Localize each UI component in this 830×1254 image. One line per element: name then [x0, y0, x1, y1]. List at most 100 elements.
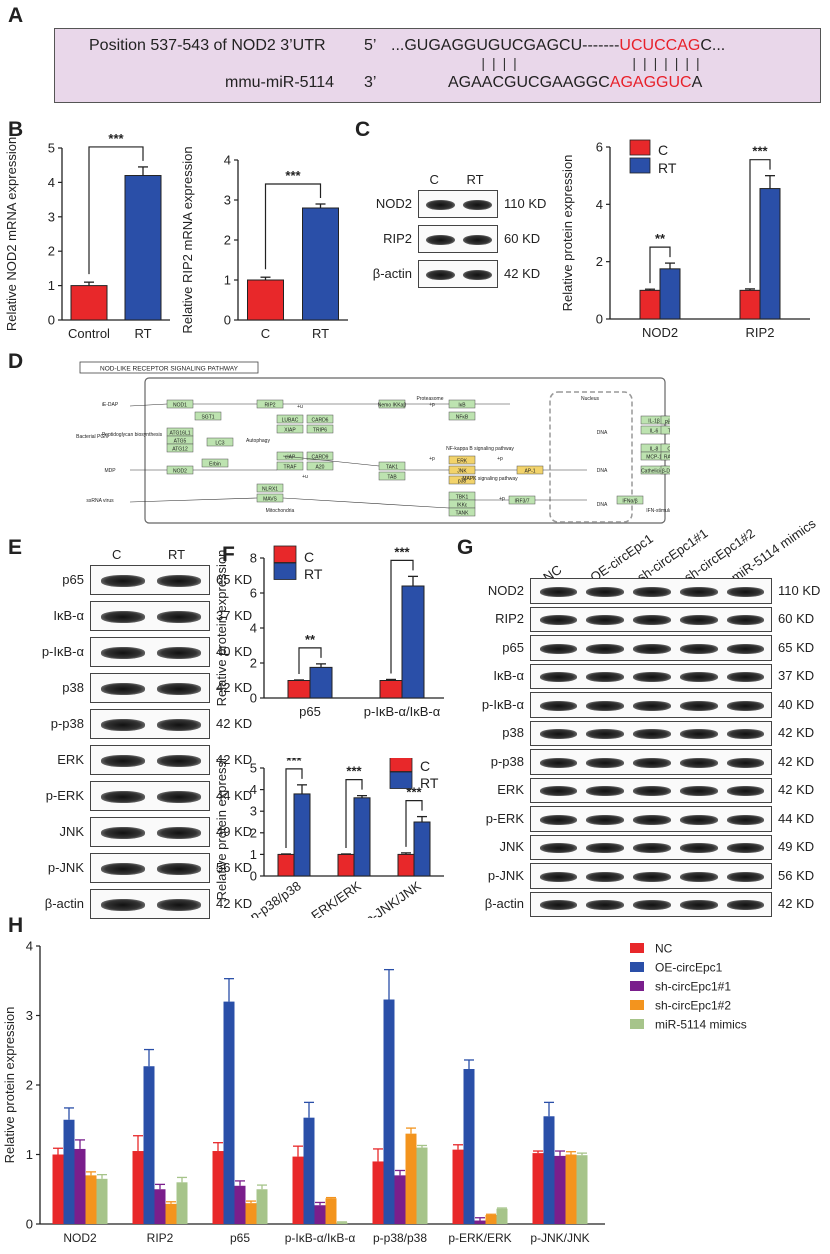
protein-band	[156, 899, 202, 911]
pathway-edge	[282, 455, 380, 467]
blot-row-label: p38	[62, 680, 84, 695]
panel-label-f: F	[222, 543, 235, 566]
blot-strip	[530, 834, 772, 860]
y-tick-label: 3	[250, 804, 257, 819]
molecular-weight-label: 42 KD	[216, 716, 253, 731]
pathway-node	[448, 507, 476, 517]
protein-band	[586, 729, 624, 740]
x-tick-label: p-IκB-α/IκB-α	[285, 1231, 356, 1245]
molecular-weight-label: 60 KD	[504, 231, 541, 246]
blot-row-label: p-ERK	[45, 788, 84, 803]
chart-h-protein-groups: 0 1 2 3 4 Relative protein expression NOD2 RIP2…	[2, 939, 747, 1246]
molecular-weight-label: 40 KD	[778, 696, 815, 712]
protein-band	[539, 729, 578, 740]
blot-strip	[90, 889, 210, 919]
bar	[485, 1214, 497, 1224]
pathway-node	[306, 414, 334, 424]
protein-band	[726, 900, 765, 911]
pathway-node	[276, 414, 304, 424]
pathway-node-label: ATG5	[174, 439, 187, 445]
pathway-node	[448, 455, 476, 465]
pathway-text: +u	[297, 404, 303, 410]
pairing-bars-left: ||||	[479, 57, 522, 73]
legend-swatch	[629, 157, 651, 174]
pathway-node-label: A20	[316, 465, 325, 471]
molecular-weight-label: 42 KD	[216, 680, 253, 695]
x-tick-label: p-p38/p38	[247, 878, 304, 918]
pathway-node-label: RIP2	[264, 403, 275, 409]
protein-band	[633, 814, 671, 825]
molecular-weight-label: 37 KD	[216, 608, 253, 623]
molecular-weight-label: 110 KD	[778, 582, 821, 598]
y-tick-label: 1	[48, 278, 55, 293]
pathway-node-label: NOD2	[173, 469, 187, 475]
pathway-node	[660, 465, 670, 475]
y-tick-label: 2	[26, 1078, 33, 1093]
protein-band	[586, 900, 624, 911]
pathway-node-label: JNK	[457, 469, 467, 475]
blot-row-label: JNK	[499, 839, 524, 855]
bar	[394, 1175, 406, 1224]
legend-swatch	[389, 758, 413, 772]
pathway-node-label: IRF3/7	[514, 499, 529, 505]
pathway-title: NOD-LIKE RECEPTOR SIGNALING PATHWAY	[100, 366, 239, 373]
molecular-weight-label: 42 KD	[778, 896, 815, 912]
pathway-title-box	[79, 361, 259, 374]
blot-strip	[530, 635, 772, 661]
bar	[132, 1151, 144, 1224]
y-axis-label: Relative RIP2 mRNA expression	[180, 146, 195, 333]
pathway-text: ssRNA virus	[86, 498, 114, 504]
pathway-node-label: Cathelicidin	[641, 469, 667, 475]
molecular-weight-label: 49 KD	[216, 824, 253, 839]
pathway-node-label: Nemo IKKaβ	[378, 403, 407, 409]
pathway-text: +p	[429, 402, 435, 408]
legend-label: NC	[655, 942, 673, 956]
bar	[336, 1222, 348, 1224]
protein-band	[539, 814, 578, 825]
blot-strip	[530, 891, 772, 917]
pathway-node-label: β-Defensin	[662, 469, 670, 475]
protein-band	[680, 786, 718, 797]
y-axis-label: Relative protein expression	[214, 550, 229, 707]
molecular-weight-label: 40 KD	[216, 644, 253, 659]
protein-band	[100, 611, 146, 623]
protein-band	[680, 843, 718, 854]
protein-band	[100, 863, 146, 875]
protein-band	[156, 575, 202, 587]
molecular-weight-label: 37 KD	[778, 668, 815, 684]
blot-strip	[418, 225, 498, 253]
pathway-node-label: ERK	[457, 459, 468, 465]
y-tick-label: 0	[224, 313, 231, 328]
bar	[405, 1133, 417, 1224]
protein-band	[539, 700, 578, 711]
y-tick-label: 5	[48, 141, 55, 156]
y-tick-label: 1	[224, 273, 231, 288]
panel-label-e: E	[8, 536, 23, 559]
bar	[247, 279, 284, 321]
legend-swatch	[630, 981, 644, 991]
pathway-text: +u	[302, 474, 308, 480]
protein-band	[156, 791, 202, 803]
bar	[309, 666, 333, 699]
bar	[212, 1151, 224, 1224]
bar	[293, 793, 311, 877]
pathway-node-label: p38	[458, 479, 467, 485]
bar	[74, 1148, 86, 1224]
bar	[302, 207, 339, 321]
protein-band	[586, 615, 624, 626]
pathway-text: MAPK signaling pathway	[462, 476, 518, 482]
y-tick-label: 2	[596, 254, 603, 269]
chart-b-rip2-mrna: 0 1 2 3 4 Relative RIP2 mRNA expression C RT ***	[180, 146, 348, 341]
pathway-text: Peptidoglycan biosynthesis	[102, 432, 163, 438]
legend-label: miR-5114 mimics	[655, 1018, 747, 1032]
sequence-alignment-box: Position 537-543 of NOD2 3’UTR 5’ ...GUG…	[54, 28, 821, 103]
protein-band	[156, 863, 202, 875]
pathway-text: NF-kappa B signaling pathway	[446, 446, 514, 452]
pathway-node-label: NOD1	[173, 403, 187, 409]
significance-bracket	[405, 799, 423, 847]
blot-row-label: ERK	[57, 752, 84, 767]
legend-swatch	[629, 139, 651, 156]
pathway-node-label: MAVS	[263, 497, 277, 503]
blot-row-label: p-p38	[50, 716, 84, 731]
y-tick-label: 2	[250, 656, 257, 671]
